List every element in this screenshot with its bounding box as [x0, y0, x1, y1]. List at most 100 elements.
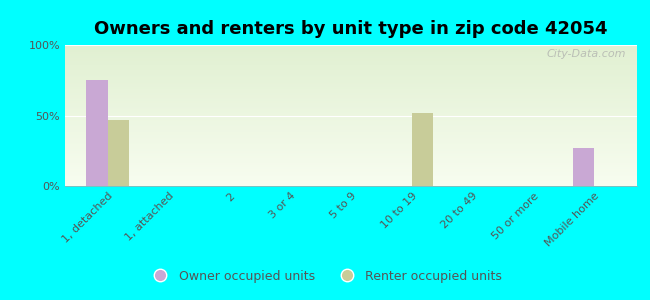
Bar [65, 77, 637, 78]
Bar [65, 59, 637, 60]
Bar [65, 82, 637, 83]
Bar [65, 108, 637, 109]
Bar [65, 112, 637, 113]
Bar [65, 78, 637, 79]
Bar [65, 142, 637, 143]
Bar [65, 168, 637, 169]
Bar [65, 89, 637, 90]
Bar [65, 137, 637, 138]
Bar [65, 49, 637, 50]
Bar [65, 131, 637, 132]
Bar [65, 185, 637, 186]
Bar [65, 181, 637, 182]
Bar [65, 99, 637, 100]
Bar [65, 130, 637, 131]
Bar [65, 178, 637, 179]
Bar [65, 155, 637, 156]
Bar [65, 139, 637, 140]
Bar [65, 157, 637, 158]
Bar [65, 114, 637, 115]
Bar [65, 102, 637, 103]
Bar [65, 134, 637, 135]
Bar [65, 135, 637, 136]
Bar [65, 117, 637, 118]
Bar [65, 115, 637, 116]
Bar [65, 164, 637, 165]
Bar [65, 149, 637, 150]
Bar [65, 148, 637, 149]
Bar [65, 105, 637, 106]
Bar [65, 138, 637, 139]
Bar [65, 50, 637, 51]
Bar [65, 52, 637, 53]
Bar [65, 184, 637, 185]
Bar [65, 153, 637, 154]
Bar [65, 167, 637, 168]
Bar [65, 110, 637, 111]
Bar [65, 51, 637, 52]
Bar [65, 183, 637, 184]
Bar [65, 90, 637, 91]
Bar [65, 70, 637, 71]
Bar [65, 88, 637, 89]
Bar [65, 94, 637, 95]
Bar [573, 148, 594, 186]
Bar [65, 109, 637, 110]
Bar [65, 144, 637, 145]
Bar [65, 162, 637, 163]
Bar [65, 106, 637, 107]
Bar [65, 74, 637, 75]
Bar [65, 136, 637, 137]
Bar [65, 171, 637, 172]
Bar [65, 166, 637, 167]
Bar [65, 163, 637, 164]
Bar [65, 48, 637, 49]
Bar [65, 121, 637, 122]
Bar [65, 133, 637, 134]
Bar [65, 64, 637, 65]
Bar [65, 140, 637, 141]
Bar [65, 169, 637, 170]
Bar [65, 119, 637, 120]
Bar [65, 62, 637, 63]
Bar [65, 54, 637, 55]
Bar [65, 125, 637, 126]
Bar [65, 83, 637, 84]
Bar [65, 45, 637, 46]
Bar [65, 123, 637, 124]
Bar [65, 126, 637, 127]
Bar [65, 82, 637, 83]
Bar [65, 118, 637, 119]
Bar [65, 73, 637, 74]
Bar [65, 154, 637, 155]
Bar [65, 165, 637, 166]
Bar [65, 81, 637, 82]
Bar [65, 93, 637, 94]
Bar [65, 98, 637, 99]
Bar [65, 84, 637, 85]
Bar [65, 71, 637, 72]
Bar [65, 97, 637, 98]
Bar [65, 86, 637, 87]
Bar [65, 107, 637, 108]
Bar [65, 180, 637, 181]
Bar [65, 57, 637, 58]
Bar [65, 46, 637, 47]
Bar [65, 75, 637, 76]
Bar [65, 176, 637, 177]
Bar [65, 66, 637, 67]
Bar [65, 55, 637, 56]
Bar [65, 156, 637, 157]
Bar [65, 161, 637, 162]
Bar [65, 47, 637, 48]
Bar [65, 151, 637, 152]
Bar [65, 143, 637, 144]
Bar [65, 100, 637, 101]
Bar [65, 177, 637, 178]
Bar [65, 172, 637, 173]
Bar [65, 141, 637, 142]
Bar [65, 56, 637, 57]
Bar [65, 111, 637, 112]
Bar [65, 182, 637, 183]
Bar [65, 76, 637, 77]
